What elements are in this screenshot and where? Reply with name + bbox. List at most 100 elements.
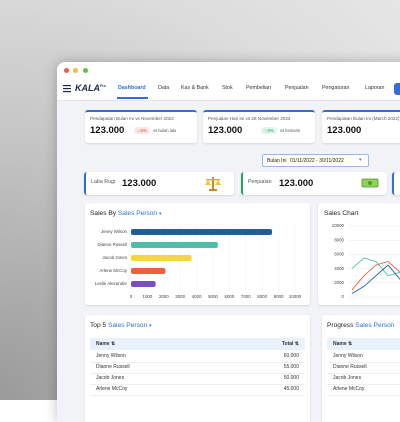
stat-value: 123.000 <box>279 178 314 189</box>
table-name: Jenny Wilson <box>96 353 126 359</box>
action-button[interactable] <box>394 83 400 95</box>
x-tick-label: 2000 <box>159 294 169 299</box>
line-series <box>351 264 400 294</box>
y-tick-label: 6000 <box>334 252 344 257</box>
row-divider <box>90 372 305 373</box>
table-total: 55.000 <box>283 364 299 370</box>
change-note: vs kemarin <box>280 128 301 133</box>
column-name: Total <box>281 341 294 347</box>
x-tick-label: 9000 <box>274 294 284 299</box>
table-name: Jenny Wilson <box>333 353 363 359</box>
panel-title-link[interactable]: Sales Person <box>117 210 158 217</box>
x-tick-label: 10000 <box>289 294 302 299</box>
category-label: Arlene McCoy <box>99 268 127 273</box>
x-tick-label: 3000 <box>175 294 185 299</box>
panel-title-link[interactable]: Sales Person <box>107 322 148 329</box>
table-name: Dianne Russell <box>96 364 130 370</box>
table-total: 50.000 <box>283 375 299 381</box>
x-tick-label: 8000 <box>257 294 267 299</box>
x-tick-label: 7000 <box>241 294 251 299</box>
browser-window: KALAPro Dashboard Data Kas & Bank Stok P… <box>57 62 400 422</box>
category-label: Leslie Alexander <box>95 281 128 286</box>
line-series <box>351 261 400 291</box>
nav-bar: KALAPro Dashboard Data Kas & Bank Stok P… <box>57 78 400 101</box>
x-tick-label: 6000 <box>225 294 235 299</box>
column-header[interactable]: Total ⇅ <box>281 341 299 347</box>
x-tick-label: 5000 <box>208 294 218 299</box>
category-label: Dianne Russell <box>97 242 127 247</box>
date-filter[interactable]: Bulan Ini 01/11/2022 - 30/11/2022 ▾ <box>262 154 369 167</box>
stat-label: Laba Rugi <box>91 179 116 185</box>
row-divider <box>327 394 400 395</box>
column-name: Name <box>333 341 347 347</box>
dropdown-icon: ▾ <box>359 157 362 163</box>
column-header[interactable]: Name ⇅ <box>96 341 116 347</box>
card-value: 123.000 <box>208 125 243 136</box>
bar <box>131 229 273 235</box>
stat-card: Penjualan 123.000 <box>241 172 387 195</box>
tab[interactable]: Pengaturan <box>322 85 350 91</box>
panel-title: Sales Chart <box>324 210 359 217</box>
summary-card: Pendapatan Bulan Ini vs November 2022 12… <box>85 110 197 143</box>
logo-sup: Pro <box>100 84 106 88</box>
date-filter-label: Bulan Ini <box>267 158 287 164</box>
table-header: Name ⇅ Total ⇅ <box>90 338 305 350</box>
tab[interactable]: Penjualan <box>285 85 309 91</box>
table-name: Arlene McCoy <box>96 386 128 392</box>
logo[interactable]: KALAPro <box>75 83 106 93</box>
summary-card: Penjualan Hari Ini vs 28 November 2022 1… <box>203 110 315 143</box>
date-filter-range: 01/11/2022 - 30/11/2022 <box>290 158 344 164</box>
tab[interactable]: Stok <box>222 85 233 91</box>
change-value: 8% <box>267 128 274 133</box>
stat-card: Laba Rugi 123.000 <box>84 172 234 195</box>
category-label: Jacob Jones <box>102 255 127 260</box>
row-divider <box>90 361 305 362</box>
maximize-dot[interactable] <box>83 68 88 73</box>
minimize-dot[interactable] <box>73 68 78 73</box>
bar <box>131 268 166 274</box>
tab[interactable]: Data <box>158 85 170 91</box>
tab[interactable]: Dashboard <box>118 85 146 91</box>
y-tick-label: 4000 <box>334 266 344 271</box>
panel-title-link[interactable]: Sales Person <box>355 322 395 329</box>
table-name: Jacob Jones <box>333 375 362 381</box>
active-tab-underline <box>117 97 148 99</box>
charts-layer: 0 1000 2000 3000 4000 5000 6000 7000 8000 9000 100… <box>95 223 400 299</box>
y-tick-label: 10000 <box>332 223 345 228</box>
bar <box>131 242 218 248</box>
panel-title-text: Top 5 <box>90 322 107 329</box>
summary-card: Pendapatan Bulan Ini (March 2022) 123.00… <box>322 110 400 143</box>
change-badge: ↑ 8% <box>261 127 277 134</box>
change-note: vs bulan lalu <box>153 128 177 133</box>
panel-title-text: Progress <box>327 322 354 329</box>
card-label: Pendapatan Bulan Ini (March 2022) <box>327 116 400 121</box>
x-tick-label: 1000 <box>143 294 153 299</box>
menu-icon[interactable] <box>63 85 72 93</box>
title-bar <box>57 62 400 78</box>
y-tick-label: 2000 <box>334 280 344 285</box>
table-total: 60.000 <box>283 353 299 359</box>
column-name: Name <box>96 341 110 347</box>
bar <box>131 281 156 287</box>
change-badge: ↓ 6% <box>134 127 150 134</box>
close-dot[interactable] <box>64 68 69 73</box>
y-tick-label: 0 <box>342 294 345 299</box>
x-tick-label: 0 <box>130 294 133 299</box>
tab[interactable]: Pembelian <box>246 85 272 91</box>
tab[interactable]: Laporan <box>365 85 385 91</box>
table-name: Jacob Jones <box>96 375 125 381</box>
stat-label: Penjualan <box>248 179 272 185</box>
card-value: 123.000 <box>90 125 125 136</box>
table-name: Arlene McCoy <box>333 386 365 392</box>
bar <box>131 255 192 261</box>
sales-by-person-panel: Sales By Sales Person ▾ <box>85 203 310 305</box>
row-divider <box>90 383 305 384</box>
tab[interactable]: Kas & Bank <box>181 85 209 91</box>
column-header[interactable]: Name ⇅ <box>333 341 353 347</box>
card-label: Penjualan Hari Ini vs 28 November 2022 <box>208 116 291 121</box>
table-total: 45.000 <box>283 386 299 392</box>
sales-chart-panel: Sales Chart <box>318 203 400 305</box>
stat-value: 123.000 <box>122 178 157 189</box>
row-divider <box>327 361 400 362</box>
